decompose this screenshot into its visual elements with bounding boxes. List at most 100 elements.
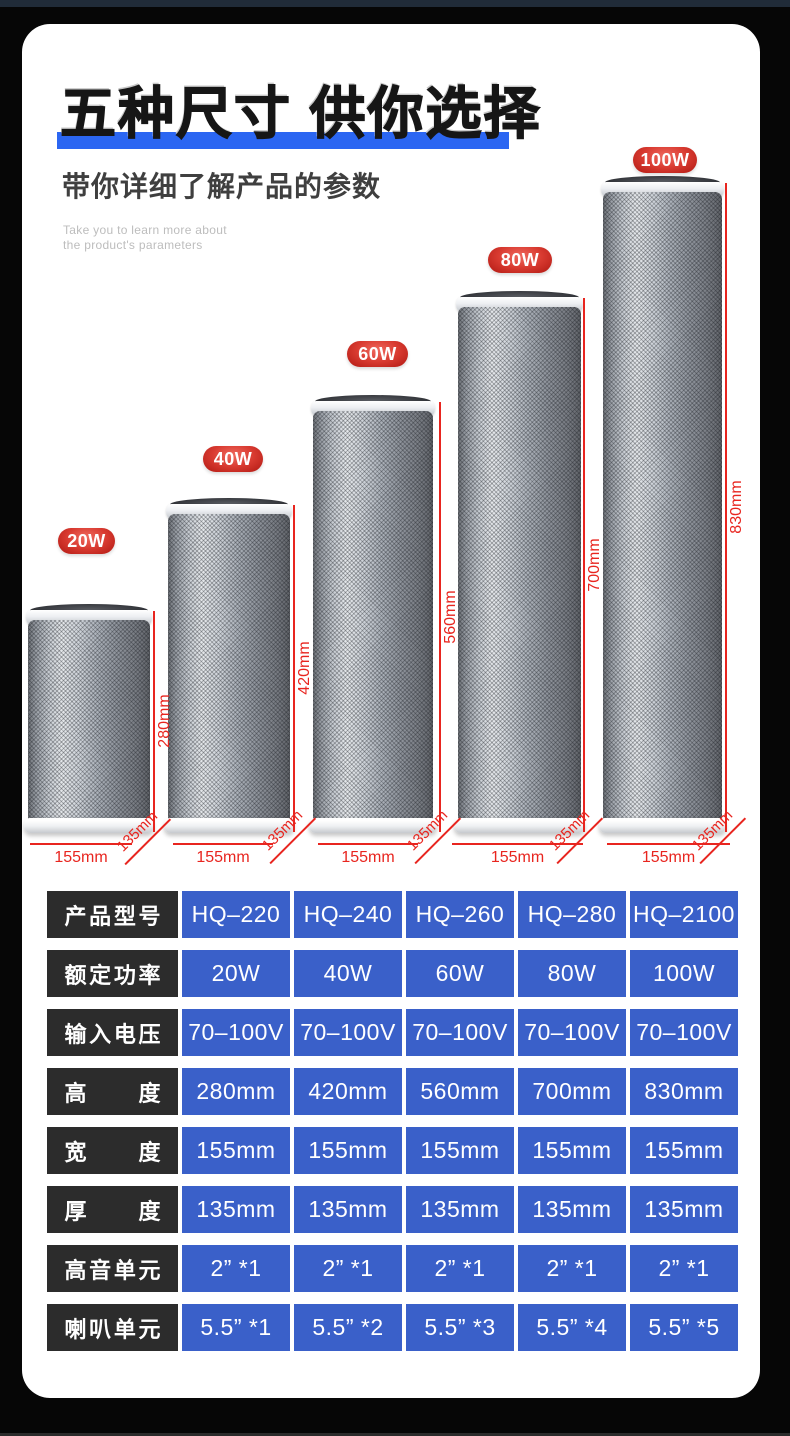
power-badge-100w: 100W [633, 147, 697, 173]
speaker-20w [24, 604, 154, 833]
spec-row-label: 高度 [47, 1068, 178, 1115]
spec-cell: 40W [294, 950, 402, 997]
height-label-60w: 560mm [442, 590, 459, 644]
spec-cell: 420mm [294, 1068, 402, 1115]
height-line-80w [583, 298, 585, 832]
speaker-mesh-body [603, 192, 722, 828]
height-line-20w [153, 611, 155, 832]
spec-cell: 5.5” *3 [406, 1304, 514, 1351]
speaker-base [599, 818, 726, 833]
spec-cell: 135mm [406, 1186, 514, 1233]
speaker-base [454, 818, 585, 833]
page-title: 五种尺寸 供你选择 [59, 82, 542, 145]
spec-cell: HQ–220 [182, 891, 290, 938]
speaker-base [309, 818, 437, 833]
power-badge-40w: 40W [203, 446, 263, 472]
spec-cell: 135mm [630, 1186, 738, 1233]
spec-cell: 70–100V [182, 1009, 290, 1056]
spec-row-label: 高音单元 [47, 1245, 178, 1292]
spec-cell: 70–100V [630, 1009, 738, 1056]
power-badge-80w: 80W [488, 247, 552, 273]
spec-cell: 60W [406, 950, 514, 997]
spec-row-label-text: 输入电压 [64, 1021, 161, 1047]
spec-cell: HQ–240 [294, 891, 402, 938]
spec-row-label-text: 高度 [64, 1080, 161, 1106]
speaker-100w [599, 176, 726, 833]
spec-cell: 2” *1 [518, 1245, 626, 1292]
spec-cell: 70–100V [406, 1009, 514, 1056]
spec-row-label-text: 高音单元 [64, 1257, 161, 1283]
spec-cell: 5.5” *2 [294, 1304, 402, 1351]
spec-cell: 2” *1 [630, 1245, 738, 1292]
spec-cell: 5.5” *1 [182, 1304, 290, 1351]
height-line-60w [439, 402, 441, 832]
spec-cell: 2” *1 [182, 1245, 290, 1292]
spec-row-label: 额定功率 [47, 950, 178, 997]
spec-cell: 80W [518, 950, 626, 997]
speaker-60w [309, 395, 437, 833]
height-label-100w: 830mm [728, 480, 745, 534]
spec-cell: 70–100V [518, 1009, 626, 1056]
subtitle-english-note: Take you to learn more about the product… [63, 223, 227, 253]
power-badge-20w: 20W [58, 528, 115, 554]
spec-cell: 560mm [406, 1068, 514, 1115]
spec-row-label-text: 产品型号 [64, 903, 161, 929]
speaker-base [24, 818, 154, 833]
spec-cell: 5.5” *5 [630, 1304, 738, 1351]
subtitle-english-line2: the product's parameters [63, 238, 203, 252]
spec-cell: 700mm [518, 1068, 626, 1115]
height-label-40w: 420mm [296, 641, 313, 695]
spec-cell: HQ–2100 [630, 891, 738, 938]
spec-row-label: 输入电压 [47, 1009, 178, 1056]
spec-cell: 135mm [182, 1186, 290, 1233]
height-line-40w [293, 505, 295, 832]
title-accent-bar [57, 132, 509, 149]
power-badge-60w: 60W [347, 341, 408, 367]
spec-cell: 135mm [294, 1186, 402, 1233]
width-label-100w: 155mm [607, 843, 730, 867]
spec-row-label: 喇叭单元 [47, 1304, 178, 1351]
spec-cell: 280mm [182, 1068, 290, 1115]
spec-row-label-text: 宽度 [64, 1139, 161, 1165]
page-subtitle: 带你详细了解产品的参数 [62, 171, 382, 202]
bottom-strip [0, 1433, 790, 1436]
spec-cell: 155mm [630, 1127, 738, 1174]
spec-cell: 2” *1 [406, 1245, 514, 1292]
spec-cell: 155mm [294, 1127, 402, 1174]
spec-row-label: 厚度 [47, 1186, 178, 1233]
spec-cell: 2” *1 [294, 1245, 402, 1292]
spec-row-label: 宽度 [47, 1127, 178, 1174]
width-label-60w: 155mm [318, 843, 418, 867]
width-label-40w: 155mm [173, 843, 273, 867]
height-label-80w: 700mm [586, 538, 603, 592]
speaker-80w [454, 291, 585, 833]
spec-cell: 5.5” *4 [518, 1304, 626, 1351]
spec-cell: HQ–280 [518, 891, 626, 938]
width-label-20w: 155mm [30, 843, 132, 867]
speaker-mesh-body [313, 411, 433, 828]
content-card: 五种尺寸 供你选择 带你详细了解产品的参数 Take you to learn … [22, 24, 760, 1398]
height-line-100w [725, 183, 727, 832]
spec-row-label-text: 额定功率 [64, 962, 161, 988]
spec-cell: 70–100V [294, 1009, 402, 1056]
speaker-mesh-body [458, 307, 581, 828]
spec-cell: HQ–260 [406, 891, 514, 938]
spec-cell: 100W [630, 950, 738, 997]
spec-table: 产品型号 HQ–220 HQ–240 HQ–260 HQ–280 HQ–2100… [47, 891, 738, 1351]
spec-cell: 20W [182, 950, 290, 997]
spec-cell: 135mm [518, 1186, 626, 1233]
spec-row-label-text: 厚度 [64, 1198, 161, 1224]
height-label-20w: 280mm [156, 694, 173, 748]
spec-cell: 155mm [518, 1127, 626, 1174]
spec-cell: 155mm [182, 1127, 290, 1174]
spec-row-label-text: 喇叭单元 [64, 1316, 161, 1342]
width-label-80w: 155mm [452, 843, 583, 867]
speaker-40w [164, 498, 294, 833]
top-strip [0, 0, 790, 7]
speaker-mesh-body [168, 514, 290, 828]
subtitle-english-line1: Take you to learn more about [63, 223, 227, 237]
speaker-base [164, 818, 294, 833]
speaker-mesh-body [28, 620, 150, 828]
spec-row-label: 产品型号 [47, 891, 178, 938]
spec-cell: 155mm [406, 1127, 514, 1174]
